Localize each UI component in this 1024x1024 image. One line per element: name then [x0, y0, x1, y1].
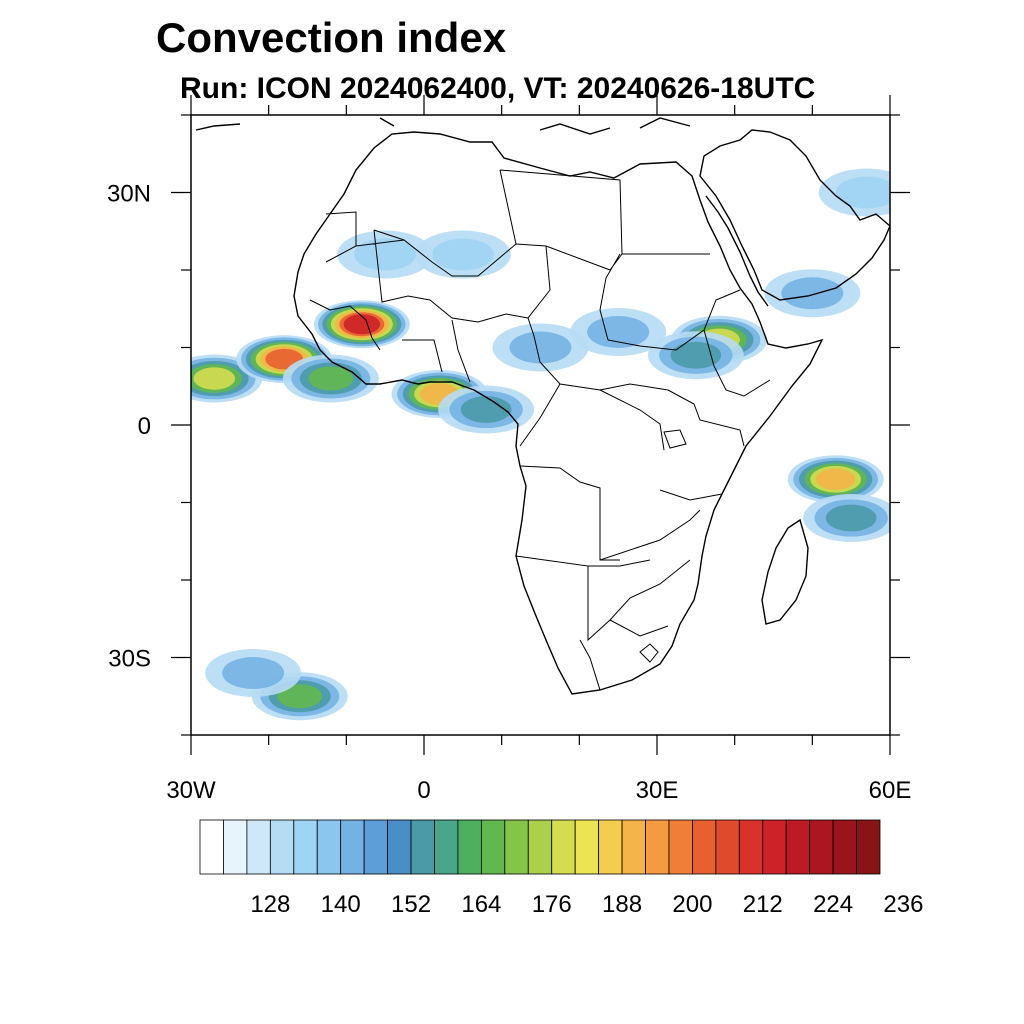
map-frame: [190, 114, 891, 736]
colorbar-swatch: [832, 819, 857, 875]
colorbar-label: 164: [461, 891, 501, 918]
axis-tick-labels: 30W 0 30E 60E 30N 0 30S: [107, 181, 911, 805]
convection-contour: [825, 504, 877, 532]
colorbar-label: 200: [672, 891, 712, 918]
lesotho-border: [639, 643, 659, 663]
arabia-coastline: [699, 129, 890, 301]
colorbar-swatch: [574, 819, 600, 875]
convection-area: [282, 354, 379, 403]
colorbar-labels: 128 140 152 164 176 188 200 212 224 236: [250, 891, 923, 918]
mediterranean-coast: [195, 117, 691, 135]
convection-contour: [781, 277, 844, 310]
lat-tick-label: 0: [138, 413, 151, 440]
africa-coastline: [293, 131, 824, 695]
colorbar-swatch: [621, 819, 646, 875]
convection-contour: [815, 468, 856, 490]
colorbar-swatch: [668, 819, 693, 875]
chart-subtitle: Run: ICON 2024062400, VT: 20240626-18UTC: [180, 72, 816, 105]
convection-area: [438, 385, 535, 434]
lake-victoria: [663, 429, 687, 449]
colorbar-swatch: [551, 819, 576, 875]
lat-tick-label: 30S: [108, 646, 151, 673]
convection-area: [764, 269, 861, 318]
lon-tick-label: 30E: [636, 777, 679, 804]
colorbar-label: 236: [883, 891, 923, 918]
colorbar-swatch: [340, 819, 365, 875]
colorbar-swatch: [715, 819, 740, 875]
convection-area: [647, 331, 744, 380]
colorbar-label: 212: [743, 891, 783, 918]
colorbar-swatch: [692, 819, 717, 875]
colorbar-label: 128: [250, 891, 290, 918]
colorbar-label: 188: [602, 891, 642, 918]
colorbar-swatch: [199, 819, 224, 875]
convection-area: [191, 354, 263, 403]
convection-contour: [193, 367, 236, 390]
convection-contour: [587, 316, 650, 348]
colorbar-swatch: [738, 819, 764, 875]
colorbar-swatch: [457, 819, 482, 875]
convection-contour: [460, 396, 512, 423]
colorbar-swatch: [246, 819, 271, 875]
convection-contour: [354, 238, 417, 271]
convection-contour: [431, 238, 494, 271]
colorbar-swatch: [762, 819, 787, 875]
colorbar-swatch: [480, 819, 506, 875]
colorbar-swatch: [269, 819, 295, 875]
colorbar-swatch: [293, 819, 318, 875]
convection-contour: [308, 366, 354, 391]
chart-title: Convection index: [156, 14, 507, 61]
convection-area: [205, 649, 302, 697]
convection-contour: [222, 657, 285, 689]
convection-area: [787, 455, 884, 504]
axis-ticks: [171, 95, 910, 755]
lat-tick-label: 30N: [107, 181, 151, 208]
convection-field-layer: [191, 168, 890, 721]
red-sea: [705, 195, 769, 307]
convection-area: [492, 323, 589, 372]
colorbar-swatch: [785, 819, 811, 875]
colorbar-swatch: [316, 819, 342, 875]
colorbar-swatch: [809, 819, 834, 875]
colorbar-swatch: [363, 819, 388, 875]
convection-area: [818, 168, 890, 217]
country-borders-layer: [309, 169, 771, 691]
convection-area: [803, 494, 890, 542]
colorbar-label: 152: [391, 891, 431, 918]
colorbar-swatch: [410, 819, 435, 875]
colorbar-swatch: [504, 819, 529, 875]
convection-contour: [343, 314, 381, 335]
colorbar-label: 176: [532, 891, 572, 918]
colorbar-label: 140: [321, 891, 361, 918]
convection-contour: [509, 331, 572, 364]
coastline-layer: [195, 117, 890, 695]
colorbar-swatch: [645, 819, 670, 875]
convection-area: [337, 230, 434, 279]
lon-tick-label: 30W: [166, 777, 216, 804]
colorbar: [199, 819, 881, 875]
convection-area: [313, 300, 410, 349]
colorbar-swatch: [434, 819, 459, 875]
border-lines: [309, 169, 771, 691]
convection-contour: [835, 176, 890, 209]
lon-tick-label: 0: [417, 777, 430, 804]
colorbar-swatch: [223, 819, 248, 875]
lon-tick-label: 60E: [869, 777, 912, 804]
madagascar-coastline: [761, 518, 809, 625]
convection-contour: [670, 341, 722, 369]
colorbar-swatch: [527, 819, 553, 875]
colorbar-swatch: [387, 819, 412, 875]
colorbar-swatch: [856, 819, 881, 875]
colorbar-swatch: [598, 819, 623, 875]
convection-area: [570, 308, 667, 356]
colorbar-label: 224: [813, 891, 853, 918]
convection-contour: [277, 684, 323, 709]
